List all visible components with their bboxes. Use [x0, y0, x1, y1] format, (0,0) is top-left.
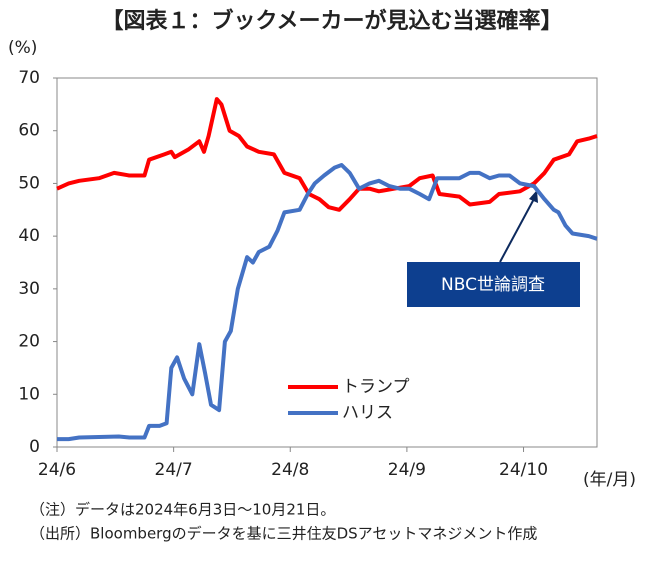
chart-title: 【図表１：ブックメーカーが見込む当選確率】	[101, 8, 562, 34]
arrow-head	[529, 190, 538, 203]
y-tick-label: 0	[29, 437, 40, 457]
annotation: NBC世論調査	[441, 275, 545, 295]
annotation-arrow	[499, 196, 536, 263]
legend-label: ハリス	[342, 403, 393, 423]
note: （注）データは2024年6月3日～10月21日。	[30, 501, 335, 519]
y-tick-label: 30	[18, 279, 40, 299]
plot-frame	[56, 77, 598, 448]
legend-label: トランプ	[342, 377, 410, 397]
annotation-box	[407, 262, 580, 307]
y-tick-label: 40	[18, 226, 40, 246]
x-unit: (年/月)	[583, 470, 636, 490]
y-unit: (%)	[8, 38, 37, 58]
x-tick-label: 24/9	[388, 460, 426, 480]
x-tick-label: 24/8	[271, 460, 309, 480]
y-tick-label: 70	[18, 68, 40, 88]
series-line	[56, 97, 598, 212]
y-tick-label: 10	[18, 384, 40, 404]
x-tick-label: 24/10	[499, 460, 548, 480]
note: （出所）Bloombergのデータを基に三井住友DSアセットマネジメント作成	[30, 525, 537, 543]
series-line	[57, 163, 598, 442]
x-tick-label: 24/7	[155, 460, 193, 480]
y-tick-label: 20	[18, 332, 40, 352]
y-tick-label: 60	[18, 121, 40, 141]
x-tick-label: 24/6	[38, 460, 76, 480]
y-tick-label: 50	[18, 173, 40, 193]
